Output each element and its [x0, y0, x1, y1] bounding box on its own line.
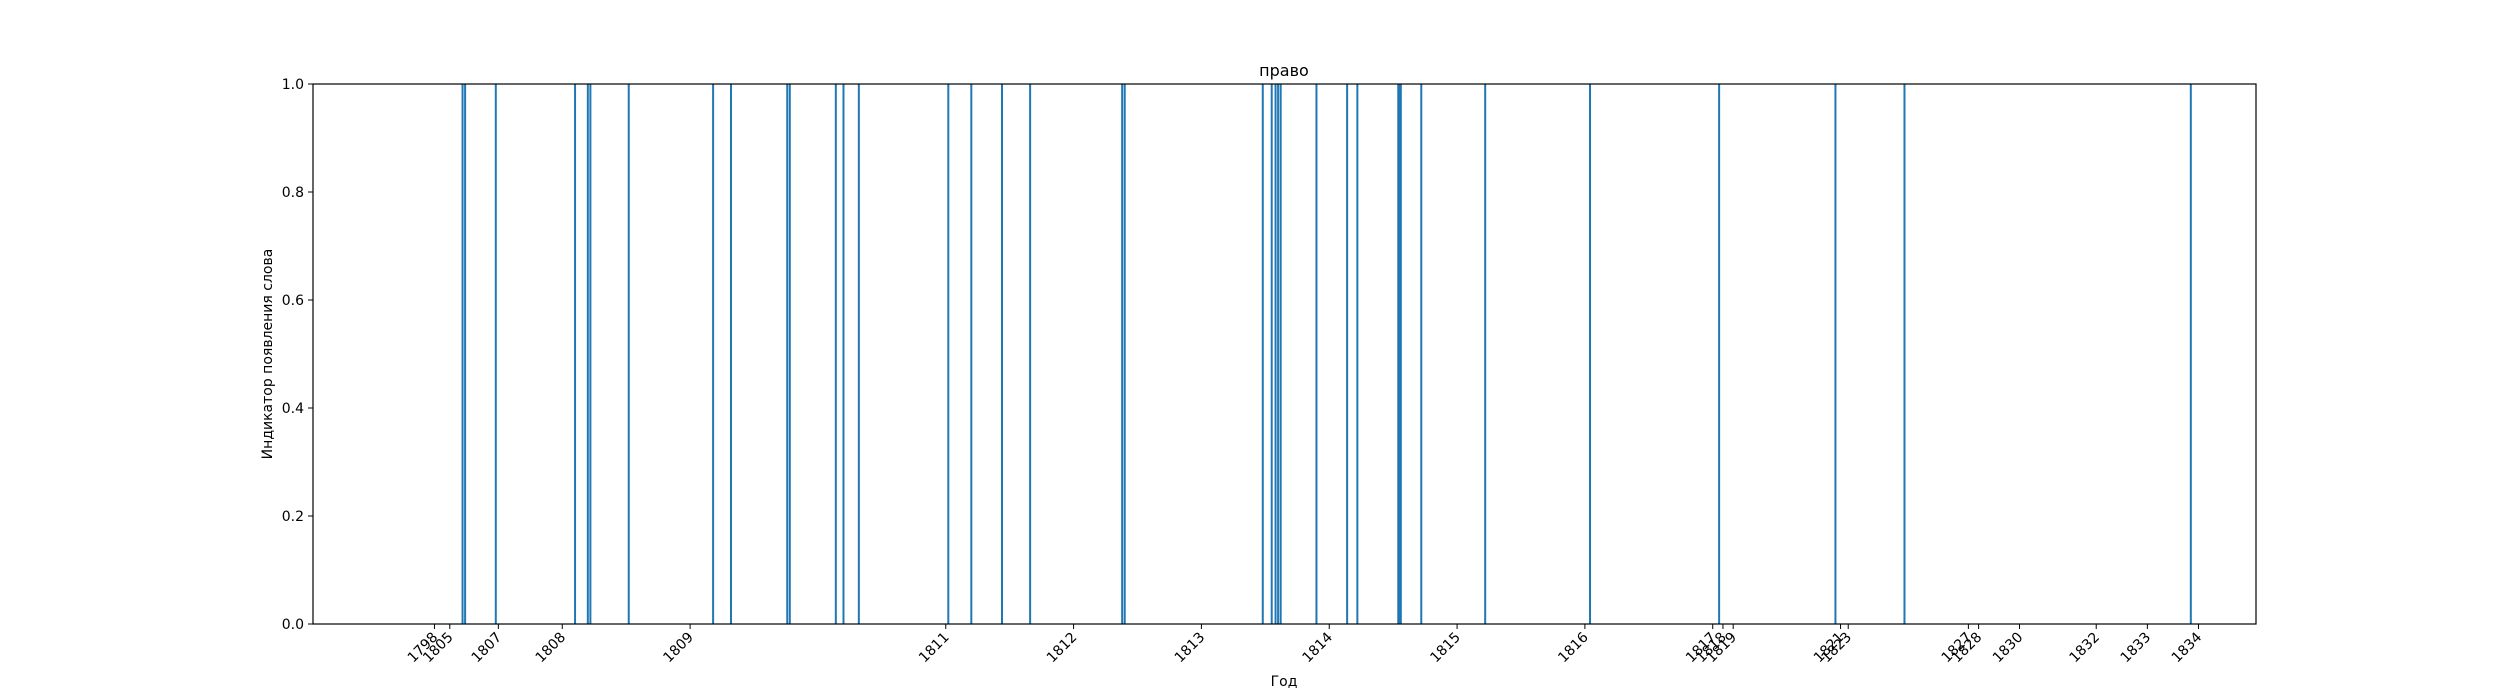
chart-title: право	[1259, 61, 1309, 80]
y-tick-label: 0.8	[282, 185, 304, 201]
y-axis-label: Индикатор появления слова	[260, 249, 276, 460]
y-tick-label: 0.4	[282, 401, 304, 417]
plot-area	[313, 84, 2256, 624]
y-tick-label: 1.0	[282, 77, 304, 93]
y-tick-label: 0.2	[282, 509, 304, 525]
y-tick-label: 0.0	[282, 617, 304, 633]
x-axis-label: Год	[1271, 674, 1298, 690]
y-axis: 0.0 0.2 0.4 0.6 0.8 1.0	[282, 77, 313, 633]
y-tick-label: 0.6	[282, 293, 304, 309]
plot-frame	[312, 83, 2257, 625]
bar-series	[461, 84, 2192, 624]
